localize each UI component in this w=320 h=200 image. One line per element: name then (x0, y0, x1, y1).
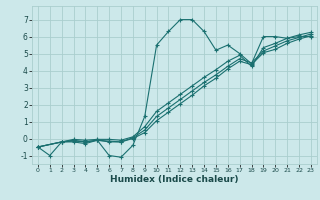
X-axis label: Humidex (Indice chaleur): Humidex (Indice chaleur) (110, 175, 239, 184)
